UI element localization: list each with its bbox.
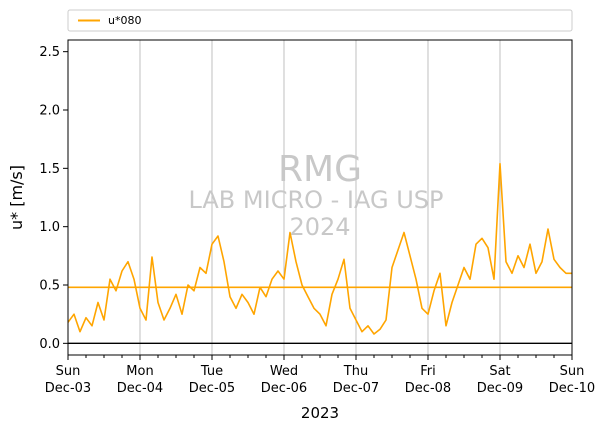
y-tick-label: 1.5 xyxy=(39,162,60,177)
x-tick-label-day: Fri xyxy=(420,364,436,379)
x-tick-label-day: Sun xyxy=(56,364,81,379)
watermark-line1: RMG xyxy=(278,149,362,190)
y-tick-label: 1.0 xyxy=(39,220,60,235)
x-axis-label: 2023 xyxy=(301,404,339,422)
x-tick-label-date: Dec-08 xyxy=(405,381,451,396)
watermark: RMG LAB MICRO - IAG USP 2024 xyxy=(188,149,443,241)
x-tick-label-day: Tue xyxy=(200,364,223,379)
watermark-line2: LAB MICRO - IAG USP xyxy=(188,186,443,214)
legend: u*080 xyxy=(67,9,573,32)
watermark-line3: 2024 xyxy=(289,213,350,241)
reference-lines xyxy=(68,286,572,344)
y-axis-ticks: 0.0 0.5 1.0 1.5 2.0 2.5 xyxy=(39,45,68,352)
series-line xyxy=(67,162,572,335)
y-tick-label: 2.5 xyxy=(39,45,60,60)
x-tick-label-date: Dec-06 xyxy=(261,381,307,396)
x-tick-label-day: Mon xyxy=(126,364,153,379)
grid-lines xyxy=(139,40,501,355)
y-tick-label: 2.0 xyxy=(39,104,60,119)
x-tick-label-date: Dec-07 xyxy=(333,381,379,396)
x-tick-label-day: Wed xyxy=(270,364,298,379)
x-tick-label-day: Thu xyxy=(343,364,368,379)
y-tick-label: 0.0 xyxy=(39,337,60,352)
y-tick-label: 0.5 xyxy=(39,279,60,294)
y-axis-label: u* [m/s] xyxy=(7,165,26,230)
x-tick-label-date: Dec-04 xyxy=(117,381,163,396)
x-axis-ticks: Sun Dec-03 Mon Dec-04 Tue Dec-05 Wed Dec-06 Thu D… xyxy=(45,355,595,396)
x-tick-label-date: Dec-03 xyxy=(45,381,91,396)
legend-label: u*080 xyxy=(108,14,141,27)
x-tick-label-date: Dec-10 xyxy=(549,381,595,396)
x-tick-label-date: Dec-05 xyxy=(189,381,235,396)
x-tick-label-day: Sun xyxy=(560,364,585,379)
series-u080 xyxy=(67,162,572,335)
x-tick-label-day: Sat xyxy=(489,364,510,379)
x-tick-label-date: Dec-09 xyxy=(477,381,523,396)
legend-box xyxy=(67,9,573,32)
